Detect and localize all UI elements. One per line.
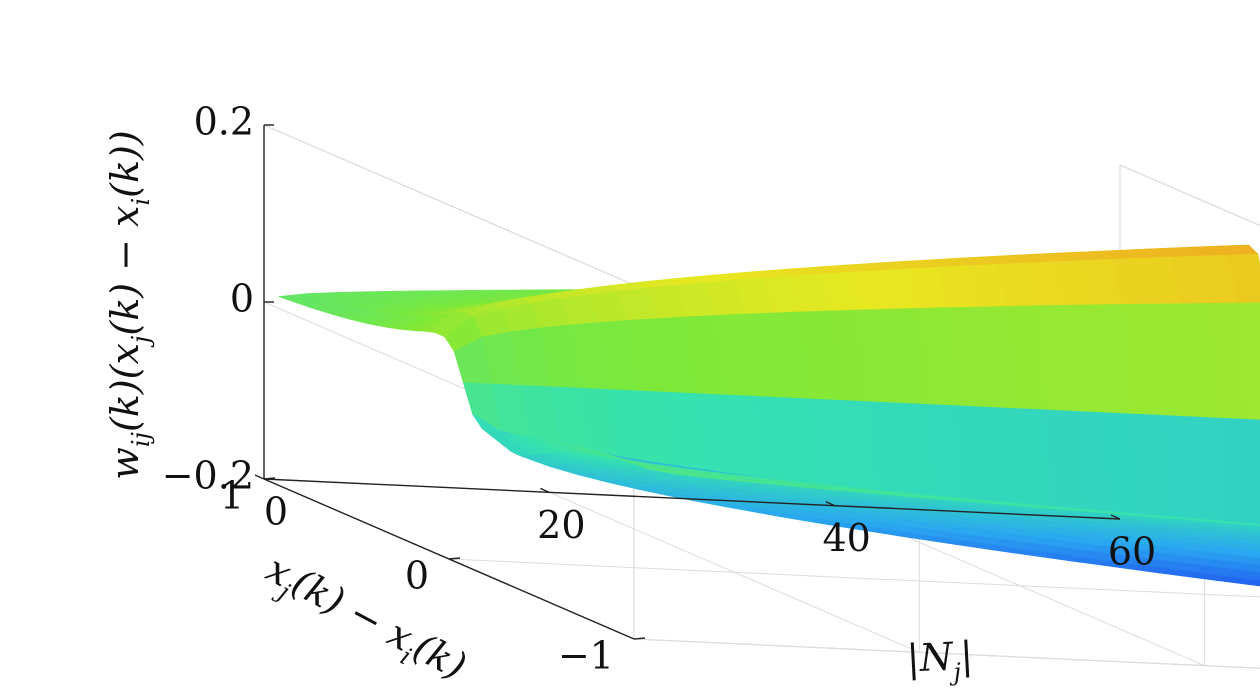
- y-axis-label: xj(k) − xi(k): [256, 546, 474, 695]
- y-tick-label: 1: [220, 474, 244, 518]
- x-tick-label: 40: [822, 516, 870, 560]
- surface-patch: [1242, 527, 1260, 532]
- surface-patch: [1248, 523, 1260, 526]
- surface-patch: [1223, 531, 1260, 539]
- axis-lines: [254, 124, 1121, 640]
- surface-patch: [1224, 547, 1260, 558]
- grid-line-z-side: [263, 124, 635, 286]
- z-tick-label: 0: [230, 277, 254, 321]
- surface-patch: [1228, 253, 1260, 304]
- x-tick-label: 20: [537, 503, 585, 547]
- x-tick-label: 60: [1108, 530, 1156, 574]
- tick-labels: 0 20 40 60−101−0.200.2: [162, 100, 1156, 678]
- grid-line-z-back: [633, 638, 1260, 669]
- surface-patch: [1222, 524, 1260, 529]
- z-tick-label: 0.2: [194, 100, 254, 144]
- y-tick-label: 0: [405, 554, 429, 598]
- x-tick-mark: [254, 474, 265, 480]
- grid-line-y-floor: [448, 558, 1260, 598]
- surface-patch: [1245, 579, 1260, 587]
- y-tick-mark: [448, 557, 461, 560]
- x-tick-mark: [825, 501, 835, 507]
- x-tick-mark: [1110, 514, 1121, 520]
- surface-patch: [1247, 418, 1260, 535]
- x-tick-mark: [540, 487, 550, 493]
- x-axis-label: |Nj|: [906, 633, 975, 688]
- surface-mesh: [278, 244, 1260, 587]
- z-tick-label: −0.2: [162, 454, 254, 498]
- surface-patch: [1233, 542, 1260, 551]
- surface-patch: [1231, 523, 1260, 528]
- z-axis-label: wij(k)(xj(k) − xi(k)): [103, 130, 155, 479]
- grid-line-z-right: [1119, 164, 1260, 227]
- surface-patch: [1251, 526, 1260, 530]
- surface-patch: [1225, 568, 1260, 580]
- surface-patch: [1234, 562, 1260, 573]
- surface-patch: [1242, 538, 1260, 545]
- surface-patch: [1252, 535, 1260, 540]
- surface-patch: [1253, 552, 1260, 558]
- surface-patch: [1254, 575, 1260, 581]
- x-tick-label: 0: [264, 490, 288, 534]
- x-axis-line: [263, 478, 1121, 520]
- y-tick-label: −1: [558, 634, 614, 678]
- surface-patch: [1243, 556, 1260, 566]
- y-tick-mark: [633, 637, 646, 640]
- surface-patch: [1237, 302, 1260, 421]
